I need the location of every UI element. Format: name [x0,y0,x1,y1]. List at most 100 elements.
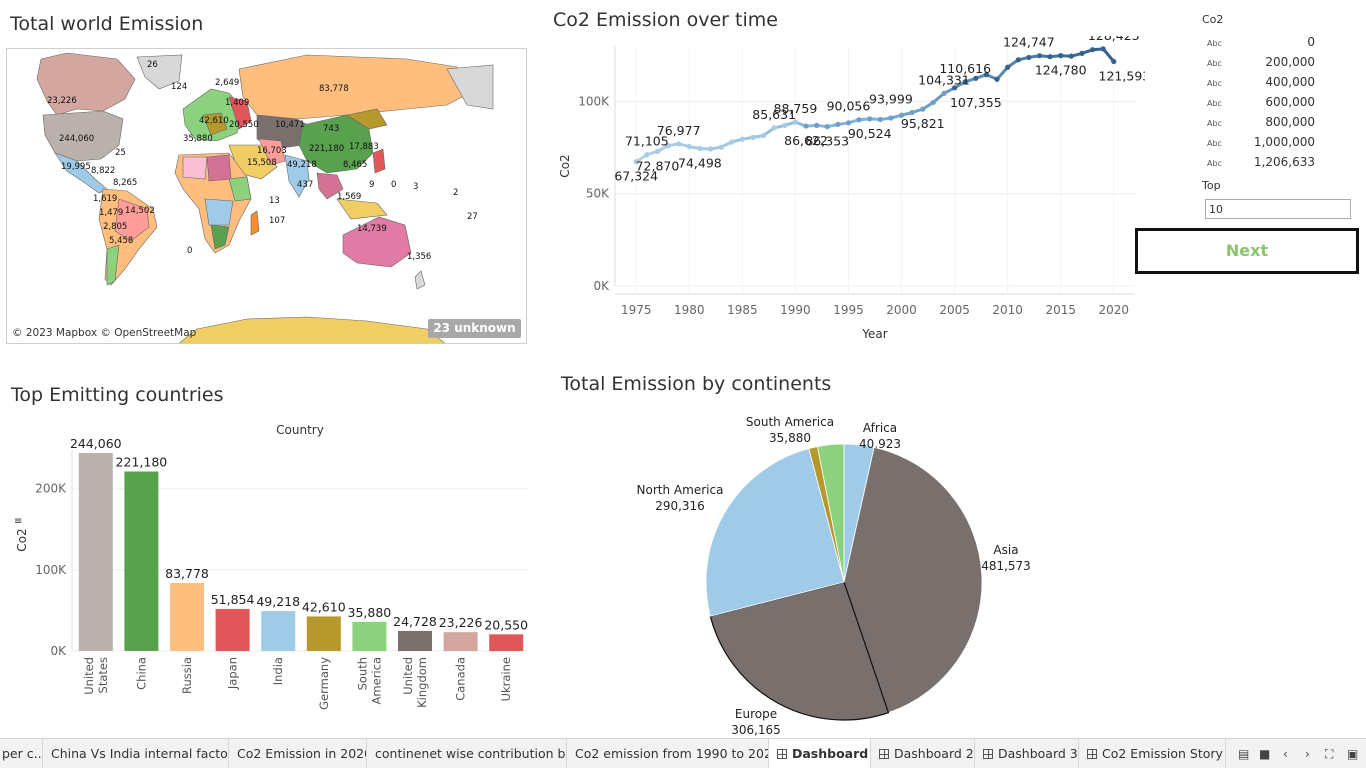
y-axis-title: Co2 [15,528,29,551]
line-point [686,144,692,150]
map-label: 8,465 [343,160,367,170]
map-label: 8,265 [113,178,137,188]
world-map[interactable]: 26 23,226 244,060 25 19,995 8,822 8,265 … [6,48,527,344]
legend-item[interactable]: Abc 400,000 [1207,72,1315,92]
map-label: 244,060 [59,134,94,144]
map-label: 83,778 [319,84,349,94]
sheet-tab[interactable]: Co2 Emission Story [1079,739,1226,768]
legend-abc-mark: Abc [1207,139,1222,148]
category-label: United [401,657,415,695]
data-label: 86,622 [784,133,828,148]
prev-icon[interactable]: ‹ [1283,747,1288,761]
bar-value-label: 42,610 [302,599,346,614]
category-label: Kingdom [415,657,429,708]
line-point [644,152,650,158]
line-point [654,148,661,155]
data-label: 90,056 [827,99,871,114]
map-label: 26 [147,60,158,70]
map-label: 14,502 [125,206,155,216]
line-point [867,116,873,122]
line-point [792,119,799,125]
data-label: 121,593 [1099,69,1145,84]
grid-view-icon[interactable]: ▤ [1238,747,1250,761]
legend-item[interactable]: Abc 1,000,000 [1207,132,1315,152]
legend-value: 0 [1307,35,1315,49]
line-point [835,121,841,128]
x-tick-label: 2000 [886,303,917,317]
line-point [994,76,1000,82]
legend-abc-mark: Abc [1207,119,1222,128]
legend-value: 600,000 [1265,95,1315,109]
next-button[interactable]: Next [1135,228,1359,274]
pie-slice [843,446,983,714]
line-point [973,75,979,81]
category-label: China [134,657,148,690]
bar [261,611,296,651]
legend-abc-mark: Abc [1207,159,1222,168]
bar [489,634,524,651]
line-point [771,125,777,131]
sheet-tab[interactable]: per c... [0,739,43,768]
bar [352,621,387,651]
line-point [803,123,809,129]
map-label: 1,356 [407,252,431,262]
data-label: 95,821 [901,116,945,131]
map-label: 19,995 [61,162,91,172]
legend-item[interactable]: Abc 600,000 [1207,92,1315,112]
top-n-input[interactable] [1205,199,1351,219]
legend-abc-mark: Abc [1207,99,1222,108]
bar-header: Country [276,423,324,437]
x-tick-label: 1980 [674,303,705,317]
bar [306,616,341,651]
single-view-icon[interactable]: ■ [1259,747,1271,761]
bar-value-label: 221,180 [116,455,168,470]
sheet-tab[interactable]: Co2 emission from 1990 to 202... [567,739,769,768]
category-label: Ukraine [499,657,513,701]
x-tick-label: 1975 [621,303,652,317]
legend-abc-mark: Abc [1207,79,1222,88]
line-point [1036,53,1043,59]
line-point [983,72,990,78]
sheet-tab[interactable]: Dashboard 2 [871,739,975,768]
sheet-tab-label: Co2 Emission Story [1102,746,1223,761]
data-label: 67,324 [614,169,658,184]
map-label: 8,822 [91,166,115,176]
sheet-tab[interactable]: Co2 Emission in 2020 [229,739,367,768]
data-label: 85,631 [752,107,796,122]
line-chart: 0K 50K 100K 1975 1980 1985 1990 1995 2000 2005 201… [558,36,1145,341]
fullscreen-icon[interactable]: ⛶ [1325,747,1334,761]
sheet-tab[interactable]: Dashboard 3 [975,739,1079,768]
sheet-tab[interactable]: China Vs India internal factors [43,739,229,768]
line-point [824,123,830,130]
legend-item[interactable]: Abc 200,000 [1207,52,1315,72]
line-point [814,122,820,128]
slice-value-label: 481,573 [981,559,1031,573]
dashboard-icon [1087,749,1097,759]
sheet-tab[interactable]: continenet wise contribution by i... [367,739,567,768]
slice-name-label: North America [637,483,724,497]
line-point [729,139,735,145]
next-icon[interactable]: › [1305,747,1310,761]
bar-value-label: 83,778 [165,566,209,581]
bar-value-label: 244,060 [70,436,122,451]
bar-value-label: 49,218 [256,594,300,609]
map-label: 1,409 [225,98,249,108]
legend-item[interactable]: Abc 800,000 [1207,112,1315,132]
map-label: 49,218 [287,160,317,170]
data-label: 86,353 [805,134,849,149]
unknown-badge[interactable]: 23 unknown [428,319,521,338]
legend-item[interactable]: Abc 1,206,633 [1207,152,1315,172]
line-point [707,146,714,152]
map-label: 20,550 [229,120,259,130]
sheet-tab-label: Dashboard 2 [894,746,974,761]
present-icon[interactable]: ▣ [1347,747,1359,761]
dashboard-icon [983,749,993,759]
map-label: 2,805 [103,222,127,232]
sheet-tab-label: China Vs India internal factors [51,746,229,761]
legend-abc-mark: Abc [1207,39,1222,48]
map-label: 124 [171,82,187,92]
line-point [920,106,926,112]
data-label: 107,355 [950,95,1002,110]
sheet-tab[interactable]: Dashboard 1 [769,739,871,768]
legend-item[interactable]: Abc 0 [1207,32,1315,52]
